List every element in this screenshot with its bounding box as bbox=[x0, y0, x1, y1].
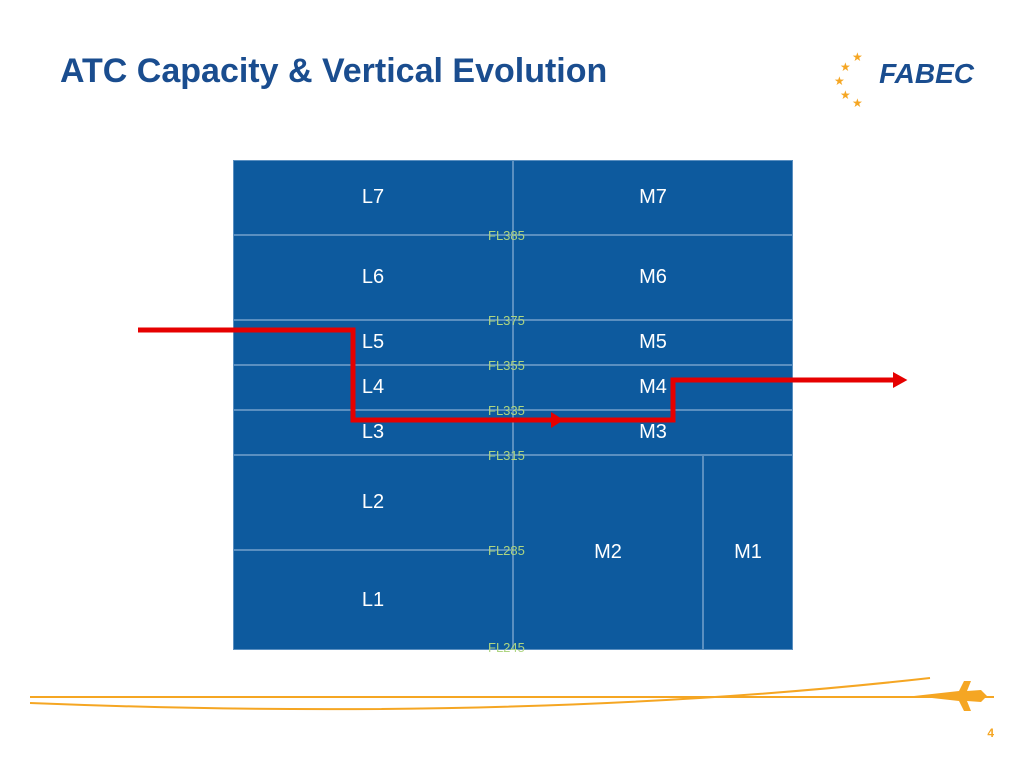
sector-cell-l1: L1 bbox=[233, 550, 513, 650]
sector-cell-l4: L4 bbox=[233, 365, 513, 410]
flight-level-label: FL335 bbox=[488, 403, 525, 418]
sector-cell-m1: M1 bbox=[703, 455, 793, 650]
page-title: ATC Capacity & Vertical Evolution bbox=[60, 52, 607, 91]
sector-cell-l7: L7 bbox=[233, 160, 513, 235]
slide-container: ATC Capacity & Vertical Evolution ★ ★ ★ … bbox=[0, 0, 1024, 768]
sector-cell-m4: M4 bbox=[513, 365, 793, 410]
logo-stars-icon: ★ ★ ★ ★ ★ bbox=[834, 50, 874, 100]
flight-level-label: FL245 bbox=[488, 640, 525, 655]
flight-level-label: FL355 bbox=[488, 358, 525, 373]
flight-level-label: FL285 bbox=[488, 543, 525, 558]
sector-cell-l3: L3 bbox=[233, 410, 513, 455]
flight-level-label: FL375 bbox=[488, 313, 525, 328]
sector-diagram: L7M7L6M6L5M5L4M4L3M3L2M2M1 L1 FL385 FL375 FL… bbox=[233, 160, 793, 650]
sector-cell-l5: L5 bbox=[233, 320, 513, 365]
sector-cell-l2: L2 bbox=[233, 455, 513, 550]
airplane-icon bbox=[909, 676, 989, 716]
footer-curve-icon bbox=[30, 668, 994, 728]
sector-cell-m6: M6 bbox=[513, 235, 793, 320]
sector-cell-m5: M5 bbox=[513, 320, 793, 365]
sector-cell-m3: M3 bbox=[513, 410, 793, 455]
flight-level-label: FL385 bbox=[488, 228, 525, 243]
page-number: 4 bbox=[987, 726, 994, 740]
sector-cell-m2: M2 bbox=[513, 455, 703, 650]
sector-cell-m7: M7 bbox=[513, 160, 793, 235]
fabec-logo: FABEC bbox=[879, 58, 974, 90]
flight-level-label: FL315 bbox=[488, 448, 525, 463]
sector-cell-l6: L6 bbox=[233, 235, 513, 320]
